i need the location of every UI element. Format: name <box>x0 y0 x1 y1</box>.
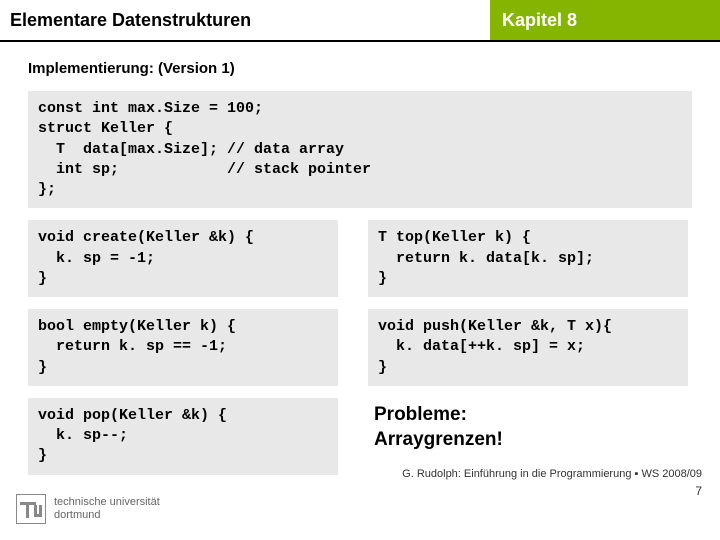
header-chapter: Kapitel 8 <box>490 0 720 40</box>
slide-content: Implementierung: (Version 1) const int m… <box>0 42 720 475</box>
code-push: void push(Keller &k, T x){ k. data[++k. … <box>368 309 688 386</box>
tu-logo-icon <box>16 494 46 524</box>
footer-credit: G. Rudolph: Einführung in die Programmie… <box>402 468 702 480</box>
problems-line2: Arraygrenzen! <box>374 427 688 453</box>
problems-block: Probleme: Arraygrenzen! <box>368 398 688 475</box>
code-row-1: void create(Keller &k) { k. sp = -1; } T… <box>28 220 692 297</box>
subtitle: Implementierung: (Version 1) <box>28 60 692 77</box>
code-pop: void pop(Keller &k) { k. sp--; } <box>28 398 338 475</box>
university-name: technische universität dortmund <box>54 496 160 522</box>
code-empty: bool empty(Keller k) { return k. sp == -… <box>28 309 338 386</box>
code-struct-def: const int max.Size = 100; struct Keller … <box>28 91 692 208</box>
code-top: T top(Keller k) { return k. data[k. sp];… <box>368 220 688 297</box>
header-title: Elementare Datenstrukturen <box>0 0 490 40</box>
problems-line1: Probleme: <box>374 402 688 428</box>
code-row-2: bool empty(Keller k) { return k. sp == -… <box>28 309 692 386</box>
page-number: 7 <box>695 484 702 498</box>
university-logo-area: technische universität dortmund <box>16 494 160 524</box>
code-row-3: void pop(Keller &k) { k. sp--; } Problem… <box>28 398 692 475</box>
code-create: void create(Keller &k) { k. sp = -1; } <box>28 220 338 297</box>
slide-header: Elementare Datenstrukturen Kapitel 8 <box>0 0 720 42</box>
